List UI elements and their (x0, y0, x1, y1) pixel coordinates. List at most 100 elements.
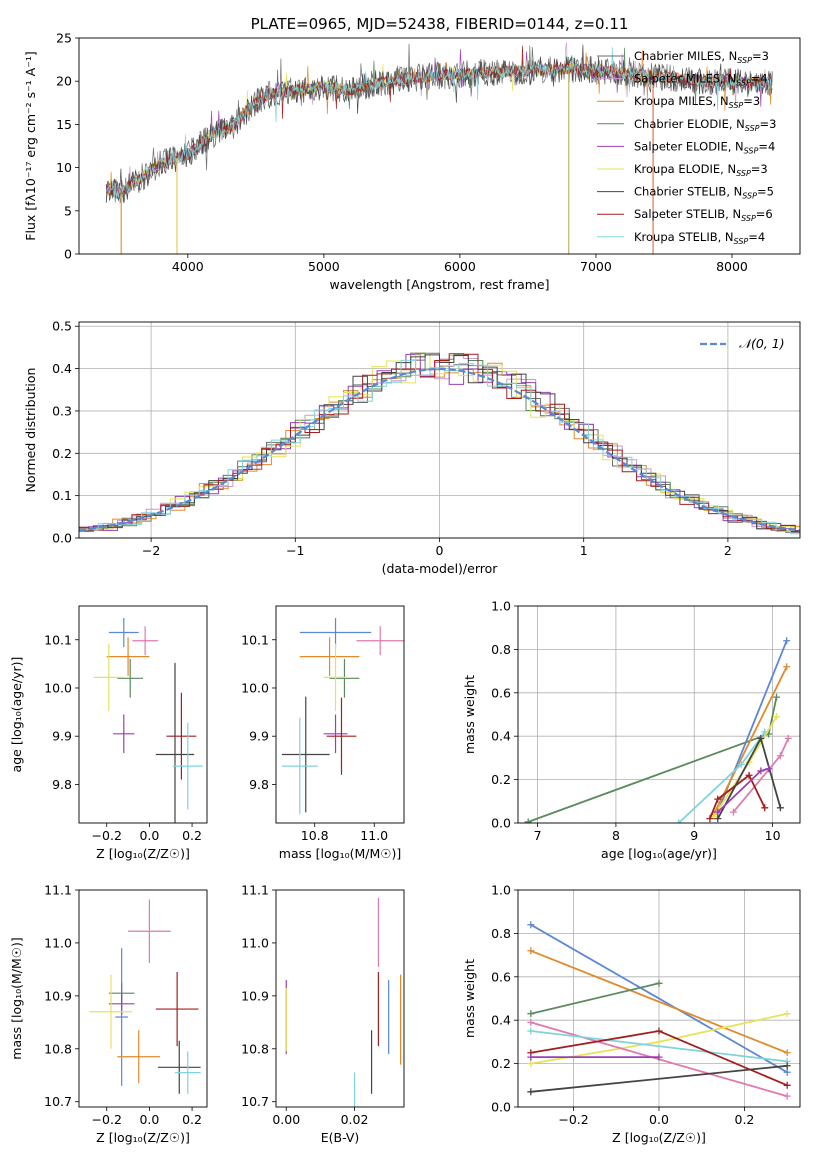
error-bars (285, 897, 402, 1107)
legend-label: Kroupa STELIB, NSSP=4 (634, 230, 765, 246)
y-tick-label: 11.1 (241, 883, 269, 898)
axes-frame (78, 889, 208, 1108)
error-point (172, 722, 203, 810)
legend-label: Kroupa ELODIE, NSSP=3 (634, 162, 768, 178)
data-point (757, 734, 765, 742)
error-point (157, 1040, 201, 1094)
axes-frame (275, 605, 405, 824)
series-line (530, 949, 788, 1054)
legend-label: Kroupa MILES, NSSP=3 (634, 94, 760, 110)
x-axis-label: wavelength [Angstrom, rest frame] (329, 277, 549, 292)
legend-label: Chabrier STELIB, NSSP=5 (634, 185, 774, 201)
x-axis-label: Z [log₁₀(Z/Z☉)] (96, 1130, 190, 1145)
x-tick-label: −0.2 (92, 828, 122, 843)
data-point (784, 734, 792, 742)
y-tick-label: 0.4 (491, 1013, 511, 1028)
error-point (155, 662, 195, 823)
data-point (527, 1060, 535, 1068)
error-point (113, 714, 135, 754)
residuals-axes: −2 −1 0 1 2 0.0 0.1 0.2 0.3 0.4 0.5 (data-model)/er… (23, 319, 800, 576)
x-tick-label: 11.0 (360, 828, 388, 843)
legend-label: 𝒩(0, 1) (739, 336, 785, 351)
mass-vs-ebv-axes: 0.00 0.02 10.7 10.8 10.9 11.0 11.1 E(B-V) (241, 883, 402, 1145)
weight-lines (527, 921, 791, 1100)
x-tick-label: 0 (436, 543, 444, 558)
y-tick-label: 9.8 (249, 777, 269, 792)
x-tick-label: 8 (612, 828, 620, 843)
data-point (655, 979, 663, 987)
y-axis-label: Flux [fλ10⁻¹⁷ erg cm⁻² s⁻¹ A⁻¹] (23, 51, 38, 240)
y-tick-label: 0.0 (491, 1100, 511, 1115)
data-point (783, 1092, 791, 1100)
x-axis-label: Z [log₁₀(Z/Z☉)] (96, 846, 190, 861)
data-point (737, 760, 745, 768)
series-line (530, 1064, 788, 1093)
data-point (527, 947, 535, 955)
data-point (655, 1053, 663, 1061)
data-point (783, 1010, 791, 1018)
series-line (530, 1030, 788, 1063)
x-tick-label: −2 (142, 543, 160, 558)
x-axis-label: E(B-V) (321, 1130, 360, 1145)
data-point (527, 1088, 535, 1096)
spectrum-axes: 4000 5000 6000 7000 8000 0 5 10 15 20 25 wavelength… (23, 31, 773, 292)
axes-frame (78, 37, 801, 255)
y-tick-label: 11.0 (44, 935, 72, 950)
x-axis-label: Z [log₁₀(Z/Z☉)] (612, 1130, 706, 1145)
data-point (527, 1010, 535, 1018)
data-point (765, 765, 773, 773)
series-line (105, 44, 773, 203)
y-tick-label: 0.2 (491, 772, 511, 787)
error-point (93, 643, 124, 712)
axes-frame (517, 605, 801, 824)
data-point (729, 808, 737, 816)
mass-weight-vs-age-axes: 7 8 9 10 0.0 0.2 0.4 0.6 0.8 1.0 age [log₁₀(age/yr… (462, 599, 800, 861)
error-point (281, 717, 318, 815)
data-point (655, 1027, 663, 1035)
y-tick-label: 9.9 (52, 729, 72, 744)
data-point (773, 713, 780, 721)
mass-weight-vs-z-axes: −0.2 0.0 0.2 0.0 0.2 0.4 0.6 0.8 1.0 Z [log₁₀(Z/Z… (462, 883, 800, 1145)
axes-frame (78, 321, 801, 539)
y-tick-label: 10.9 (44, 988, 72, 1003)
y-tick-label: 5 (64, 203, 72, 218)
error-point (108, 618, 139, 647)
x-tick-label: 8000 (716, 259, 748, 274)
y-tick-label: 15 (56, 117, 72, 132)
legend-label: Chabrier ELODIE, NSSP=3 (634, 117, 776, 133)
data-point (783, 1081, 791, 1089)
y-tick-label: 10.8 (241, 1041, 269, 1056)
age-vs-mass-axes: 10.8 11.0 9.8 9.9 10.0 10.1 mass [log₁₀(M/M☉)] (241, 618, 404, 861)
y-tick-label: 0.2 (491, 1056, 511, 1071)
y-tick-label: 10.1 (44, 632, 72, 647)
error-point (117, 659, 143, 698)
x-tick-label: 4000 (172, 259, 204, 274)
error-point (155, 972, 199, 1047)
series-line (105, 45, 773, 200)
y-tick-label: 10.7 (241, 1094, 269, 1109)
legend: Chabrier MILES, NSSP=3 Salpeter MILES, NS… (597, 49, 776, 246)
data-point (783, 1068, 791, 1076)
y-tick-label: 9.8 (52, 777, 72, 792)
y-tick-label: 0.0 (491, 816, 511, 831)
axes-frame (517, 889, 801, 1108)
error-point (175, 1051, 201, 1094)
y-tick-label: 10.9 (241, 988, 269, 1003)
y-tick-label: 0.5 (52, 319, 72, 334)
series-line (712, 666, 788, 815)
x-tick-label: 0.2 (735, 1112, 755, 1127)
data-point (776, 804, 784, 812)
y-tick-label: 9.9 (249, 729, 269, 744)
x-tick-label: 0.0 (139, 1112, 159, 1127)
y-axis-label: mass weight (462, 959, 477, 1038)
error-point (115, 948, 129, 1086)
y-tick-label: 0.6 (491, 969, 511, 984)
x-tick-label: 10 (765, 828, 781, 843)
x-tick-label: 0.2 (182, 1112, 202, 1127)
error-bars (93, 618, 203, 823)
data-point (714, 795, 722, 803)
data-point (783, 1062, 791, 1070)
y-tick-label: 11.0 (241, 935, 269, 950)
y-tick-label: 20 (56, 74, 72, 89)
